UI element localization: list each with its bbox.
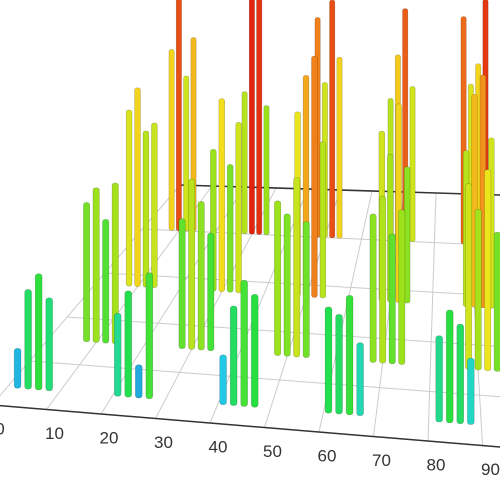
bar (134, 87, 141, 287)
bar (241, 91, 248, 235)
bar (45, 297, 53, 392)
bar (283, 213, 291, 357)
x-tick-label: 90 (481, 460, 500, 479)
bar (409, 86, 416, 242)
bar (219, 354, 227, 406)
x-tick-label: 0 (0, 419, 5, 438)
bar (125, 109, 133, 287)
x-tick-label: 10 (45, 424, 64, 443)
x-tick-label: 40 (209, 437, 228, 456)
bar (83, 202, 91, 343)
bar (379, 195, 387, 364)
bar (175, 0, 182, 231)
bar (435, 335, 443, 423)
bar (369, 213, 377, 363)
bar (226, 164, 234, 293)
bar (274, 200, 282, 356)
bar (183, 75, 190, 232)
bar (474, 208, 482, 371)
bar (168, 49, 175, 231)
bar (465, 183, 473, 370)
bar (398, 209, 406, 365)
x-tick-label: 50 (263, 442, 282, 461)
grid-line (29, 360, 500, 398)
bar (388, 233, 396, 365)
bar (24, 289, 32, 390)
bar (493, 231, 500, 372)
x-tick-label: 80 (427, 455, 446, 474)
bar (293, 177, 301, 358)
bar (240, 279, 248, 407)
bar (456, 323, 464, 424)
bar (218, 98, 225, 293)
bar (336, 56, 343, 239)
bar (345, 295, 354, 416)
bar (92, 187, 100, 343)
bar (329, 0, 336, 239)
bar (229, 305, 238, 406)
bar (446, 309, 454, 424)
x-tick-label: 20 (100, 428, 119, 447)
bar (263, 105, 270, 236)
bar (319, 141, 327, 299)
bar (178, 218, 186, 349)
grid-line (155, 187, 277, 419)
bar (256, 0, 263, 235)
x-tick-label: 70 (372, 451, 391, 470)
bar (251, 294, 259, 408)
bar (302, 221, 310, 358)
x-tick-label: 60 (318, 446, 337, 465)
bar (235, 122, 242, 294)
bar (248, 0, 255, 235)
bar (188, 178, 196, 350)
bar (135, 364, 143, 399)
x-axis (0, 404, 500, 448)
bar (124, 290, 132, 398)
bar (356, 342, 364, 416)
bar (467, 357, 475, 425)
bar (324, 306, 333, 414)
x-tick-label: 30 (154, 433, 173, 452)
bar (484, 169, 492, 372)
bar (151, 122, 158, 288)
grid-line (67, 316, 500, 347)
grid-line (427, 192, 437, 442)
bar (207, 232, 215, 352)
bar (142, 130, 150, 288)
bar (335, 314, 343, 415)
bar (13, 348, 22, 389)
bar (311, 55, 318, 298)
bar (113, 313, 122, 397)
bar (197, 201, 205, 351)
grid-line (104, 272, 500, 297)
bar (34, 273, 43, 391)
bar (145, 272, 154, 400)
bar (102, 219, 110, 344)
